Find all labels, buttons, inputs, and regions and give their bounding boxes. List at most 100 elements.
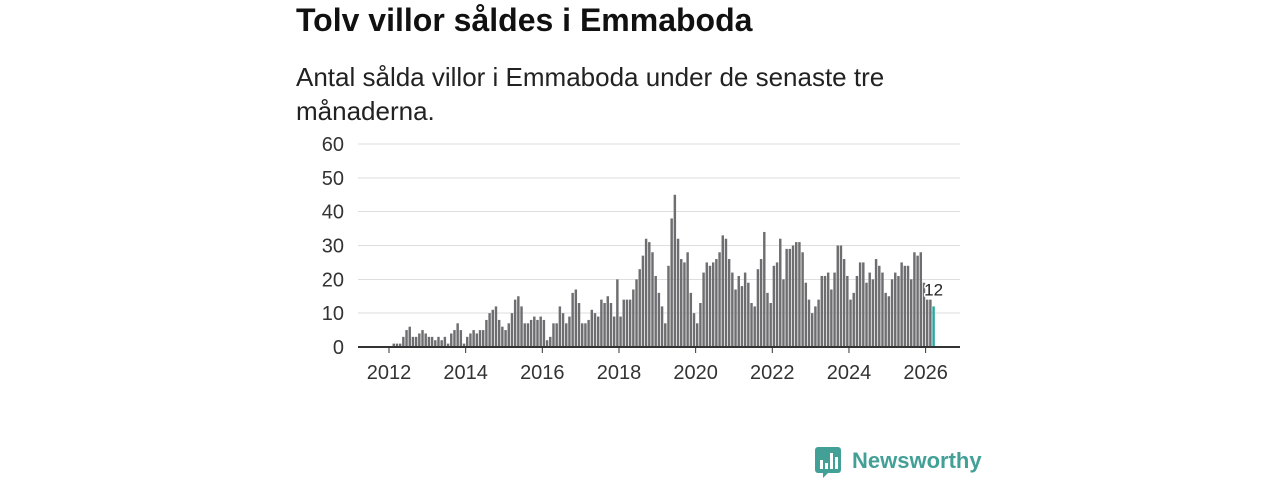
y-tick-label: 20 bbox=[322, 269, 344, 291]
bar-2017-06 bbox=[596, 316, 600, 347]
bar-2014-08 bbox=[488, 313, 491, 347]
y-tick-label: 50 bbox=[322, 168, 344, 190]
bar-2012-12 bbox=[424, 333, 427, 347]
bar-2015-12 bbox=[539, 316, 542, 347]
bar-2016-03 bbox=[549, 336, 552, 347]
bar-2012-09 bbox=[414, 336, 418, 347]
bar-2012-04 bbox=[398, 343, 402, 347]
bar-2016-05 bbox=[555, 323, 558, 347]
bar-2019-05 bbox=[670, 218, 673, 347]
x-tick-label: 2020 bbox=[673, 362, 718, 384]
bar-2024-08 bbox=[871, 279, 875, 347]
x-axis: 2012 2014 2016 2018 2020 2022 2024 2026 bbox=[358, 346, 960, 384]
bar-2025-05 bbox=[900, 262, 903, 347]
bar-2019-11 bbox=[689, 292, 693, 347]
bar-2023-11 bbox=[842, 259, 846, 347]
bar-2020-10 bbox=[724, 238, 728, 347]
brand-logo: Newsworthy bbox=[815, 447, 982, 479]
bar-2015-08 bbox=[526, 323, 530, 347]
bar-2022-08 bbox=[795, 242, 798, 347]
bar-2013-03 bbox=[434, 340, 437, 347]
bar-2020-09 bbox=[721, 235, 724, 347]
bar-2024-11 bbox=[881, 272, 884, 347]
bar-2022-09 bbox=[798, 242, 801, 347]
bar-2025-09 bbox=[913, 252, 916, 347]
bar-2014-02 bbox=[469, 333, 472, 347]
bar-2025-12 bbox=[922, 282, 926, 347]
y-tick-label: 30 bbox=[322, 236, 344, 258]
bar-2017-02 bbox=[584, 323, 587, 347]
bar-2012-05 bbox=[402, 336, 405, 347]
x-tick-label: 2012 bbox=[367, 362, 412, 384]
bar-2021-11 bbox=[766, 292, 769, 347]
bar-2020-08 bbox=[718, 252, 721, 347]
bar-2015-04 bbox=[513, 299, 517, 347]
bar-2016-09 bbox=[568, 316, 571, 347]
bar-2023-03 bbox=[817, 299, 820, 347]
bar-2016-04 bbox=[552, 323, 555, 347]
bar-2024-10 bbox=[878, 265, 881, 347]
y-tick-label: 10 bbox=[322, 303, 344, 325]
bar-2023-07 bbox=[830, 289, 833, 347]
bar-2013-01 bbox=[427, 336, 431, 347]
bar-2022-12 bbox=[807, 299, 811, 347]
bar-2021-04 bbox=[743, 272, 747, 347]
bar-2016-08 bbox=[565, 323, 568, 347]
bar-2016-12 bbox=[577, 303, 581, 347]
bar-2022-05 bbox=[785, 248, 788, 347]
bar-2024-09 bbox=[874, 259, 878, 347]
bar-2016-02 bbox=[545, 340, 549, 347]
bar-2022-11 bbox=[804, 282, 808, 347]
bar-2018-08 bbox=[641, 255, 645, 347]
bar-2022-07 bbox=[791, 245, 795, 347]
y-tick-label: 0 bbox=[333, 337, 344, 359]
bar-2019-02 bbox=[660, 306, 664, 347]
bar-2021-07 bbox=[753, 306, 756, 347]
bar-2021-05 bbox=[747, 282, 750, 347]
newsworthy-logo-icon bbox=[815, 447, 841, 478]
bar-2013-12 bbox=[462, 343, 466, 347]
bar-2015-03 bbox=[510, 313, 514, 347]
bar-2015-10 bbox=[533, 316, 536, 347]
bar-2024-02 bbox=[852, 292, 855, 347]
y-tick-label: 60 bbox=[322, 134, 344, 156]
x-tick-label: 2016 bbox=[520, 362, 565, 384]
x-tick-label: 2024 bbox=[827, 362, 872, 384]
bar-2020-04 bbox=[705, 262, 709, 347]
bar-2020-07 bbox=[715, 259, 718, 347]
bar-2023-12 bbox=[846, 275, 849, 347]
bar-2017-05 bbox=[593, 313, 597, 347]
bar-2025-07 bbox=[906, 265, 910, 347]
bar-2023-04 bbox=[820, 275, 824, 347]
bar-2016-11 bbox=[574, 289, 578, 347]
bar-2020-01 bbox=[695, 323, 699, 347]
bar-2025-10 bbox=[916, 255, 919, 347]
bar-2022-02 bbox=[775, 262, 779, 347]
bar-2024-12 bbox=[884, 292, 887, 347]
x-tick-label: 2014 bbox=[443, 362, 488, 384]
bar-2015-09 bbox=[529, 319, 533, 347]
bar-2018-06 bbox=[635, 279, 638, 347]
chart-title: Tolv villor såldes i Emmaboda bbox=[296, 2, 753, 38]
bar-2015-01 bbox=[504, 330, 507, 347]
bar-2025-08 bbox=[909, 279, 913, 347]
bar-2014-11 bbox=[497, 319, 501, 347]
bar-2014-01 bbox=[466, 336, 469, 347]
bar-2023-08 bbox=[833, 272, 836, 347]
bar-2024-01 bbox=[849, 299, 852, 347]
bar-2015-06 bbox=[520, 306, 523, 347]
bar-2018-10 bbox=[648, 242, 651, 347]
annotations: 12 bbox=[923, 279, 945, 301]
bar-2012-03 bbox=[395, 343, 399, 347]
bar-2014-10 bbox=[494, 306, 498, 347]
bar-2019-04 bbox=[667, 265, 670, 347]
bar-2025-04 bbox=[897, 275, 900, 347]
bar-2018-07 bbox=[638, 269, 641, 347]
bar-2023-09 bbox=[836, 245, 839, 347]
bar-2019-09 bbox=[683, 262, 686, 347]
bar-2014-12 bbox=[501, 326, 504, 347]
y-axis: 0 10 20 30 40 50 60 bbox=[322, 134, 344, 359]
bar-2018-02 bbox=[622, 299, 625, 347]
bar-2014-05 bbox=[478, 330, 482, 347]
